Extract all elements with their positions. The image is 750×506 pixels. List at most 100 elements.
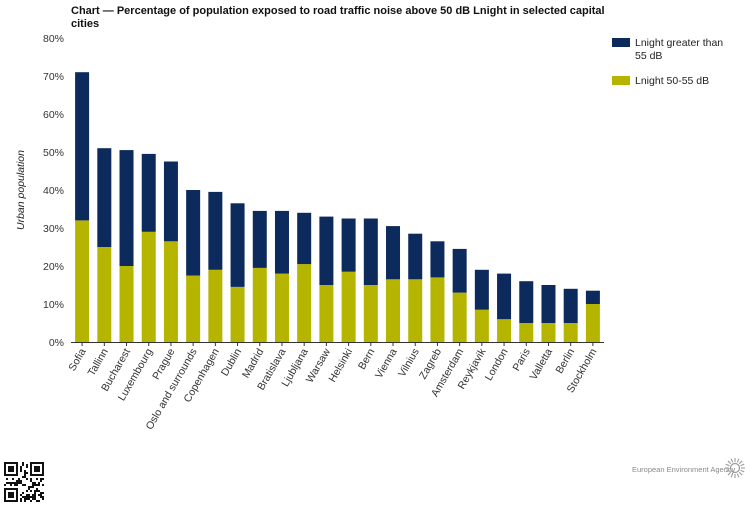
bar-segment-50-55 [186,275,201,342]
qr-module [32,494,34,496]
qr-module [34,490,36,492]
qr-module [8,482,10,484]
qr-module [42,498,44,500]
y-tick-label: 70% [43,71,64,83]
qr-module [38,500,40,502]
bar-segment-above-55 [452,248,467,293]
qr-module [16,480,18,482]
qr-module [30,496,32,498]
eea-sun-icon [725,458,745,478]
qr-module [26,494,28,496]
qr-module [18,480,20,482]
qr-module [40,492,42,494]
bar-segment-above-55 [319,216,334,285]
qr-module [20,494,22,496]
chart-title: Chart — Percentage of population exposed… [71,5,605,30]
bar-segment-50-55 [119,266,134,342]
bar-segment-above-55 [341,218,356,272]
qr-module [10,482,12,484]
legend-swatch [612,38,630,47]
qr-module [42,492,44,494]
qr-module [12,478,14,480]
qr-module [24,498,26,500]
qr-module [38,494,40,496]
qr-module [34,484,36,486]
qr-module [42,478,44,480]
qr-finder-core [34,466,40,472]
bar-segment-above-55 [297,212,312,265]
eea-sun-ray [727,460,732,465]
bar-segment-50-55 [452,292,467,342]
eea-sun-ray [736,473,740,478]
eea-sun-ray [730,473,734,478]
bar-segment-50-55 [75,220,90,342]
bar-segment-50-55 [252,267,267,342]
qr-module [24,474,26,476]
bar-segment-above-55 [230,203,245,287]
qr-module [20,466,22,468]
bar-segment-above-55 [563,288,578,323]
qr-module [28,486,30,488]
qr-module [20,500,22,502]
qr-module [36,478,38,480]
qr-module [28,498,30,500]
qr-module [40,494,42,496]
x-tick-label: Paris [511,347,533,374]
legend-label: Lnight 50-55 dB [635,75,709,87]
qr-module [42,484,44,486]
qr-module [18,482,20,484]
bar-segment-50-55 [97,247,112,342]
qr-module [6,478,8,480]
qr-module [20,468,22,470]
qr-module [14,482,16,484]
qr-module [4,484,6,486]
bar-segment-above-55 [363,218,378,285]
bar-segment-above-55 [163,161,178,242]
bar-segment-above-55 [474,269,489,310]
eea-sun-ray [736,458,740,463]
qr-module [30,490,32,492]
qr-module [30,500,32,502]
qr-module [36,500,38,502]
eea-sun-ray [738,460,743,465]
qr-module [10,484,12,486]
qr-module [32,496,34,498]
bar-segment-above-55 [252,210,267,268]
bar-segment-above-55 [75,72,90,221]
y-tick-label: 40% [43,185,64,197]
eea-sun-ray [738,471,743,476]
bar-segment-50-55 [141,231,156,342]
qr-module [30,480,32,482]
x-tick-label: Sofia [66,346,88,373]
y-axis-title: Urban population [15,150,27,230]
legend-label: Lnight greater than [635,37,723,49]
x-tick-label: Valletta [528,346,556,382]
eea-sun-ray [730,458,734,463]
bar-segment-50-55 [585,304,600,342]
qr-module [22,462,24,464]
eea-sun-ray [740,469,745,473]
qr-module [32,498,34,500]
bar-segment-above-55 [186,190,201,276]
y-tick-label: 60% [43,109,64,121]
bar-segment-above-55 [408,233,423,280]
qr-module [24,484,26,486]
bar-segment-50-55 [163,241,178,342]
qr-module [16,484,18,486]
legend-swatch [612,76,630,85]
qr-module [38,482,40,484]
qr-module [24,476,26,478]
qr-module [6,482,8,484]
bar-segment-50-55 [497,319,512,342]
qr-module [32,484,34,486]
qr-module [38,490,40,492]
bar-segment-50-55 [297,264,312,342]
qr-module [30,486,32,488]
qr-module [40,480,42,482]
qr-module [18,478,20,480]
bar-segment-above-55 [119,150,134,266]
qr-module [34,498,36,500]
qr-module [30,478,32,480]
qr-module [22,484,24,486]
